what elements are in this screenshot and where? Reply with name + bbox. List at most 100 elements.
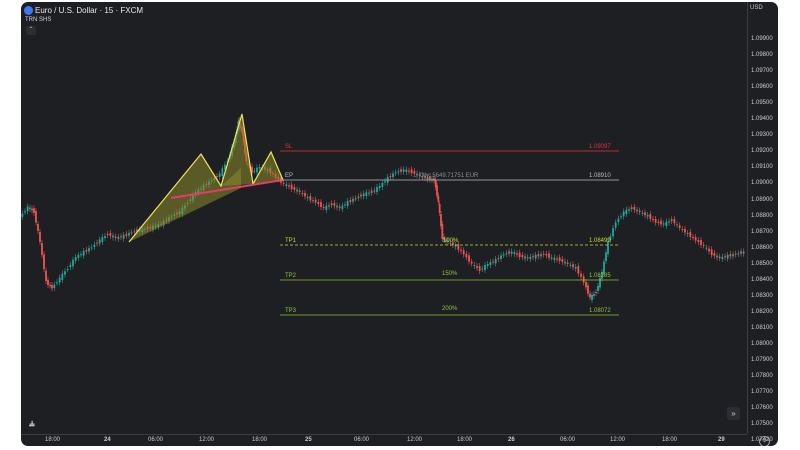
candle-body (740, 251, 742, 254)
symbol-title[interactable]: Euro / U.S. Dollar · 15 · FXCM (35, 6, 144, 15)
candle-body (328, 205, 330, 207)
candle-body (224, 164, 226, 170)
time-tick: 29 (718, 437, 725, 443)
price-tick: 1.09900 (751, 36, 773, 42)
candle-body (413, 171, 416, 174)
candle-body (384, 181, 386, 183)
candle-body (532, 256, 534, 258)
candle-body (599, 277, 601, 288)
indicator-label[interactable]: TRN SHS (25, 17, 52, 23)
tp3-pct: 200% (442, 306, 458, 312)
time-tick: 12:00 (610, 437, 626, 443)
candle-body (732, 254, 734, 257)
candle-body (122, 235, 125, 239)
candle-body (508, 251, 510, 254)
time-tick: 25 (305, 437, 312, 443)
candle-body (410, 169, 413, 173)
candle-body (700, 240, 702, 245)
candle-body (373, 190, 376, 192)
candle-body (670, 219, 673, 221)
candles-layer (21, 117, 745, 303)
candle-body (125, 234, 128, 236)
time-tick: 24 (104, 437, 111, 443)
candle-body (564, 261, 566, 264)
tp2-label: TP2 (285, 273, 297, 279)
candle-body (58, 277, 61, 283)
sl-label: SL (285, 144, 293, 150)
candle-body (460, 249, 462, 251)
candle-body (408, 170, 410, 172)
chevron-up-icon[interactable]: ⌃ (26, 26, 36, 35)
candle-body (352, 198, 354, 202)
gear-icon[interactable]: ⚙ (759, 436, 770, 446)
candle-body (697, 240, 700, 242)
price-axis[interactable]: USD 1.09900 1.09800 1.09700 1.09600 1.09500 1… (747, 2, 778, 443)
candle-body (251, 166, 253, 173)
candle-body (77, 254, 80, 258)
candle-body (93, 244, 96, 247)
candle-body (569, 264, 572, 266)
candle-body (545, 254, 548, 256)
price-tick: 1.08800 (751, 212, 773, 219)
price-chart[interactable]: SL 1.09097 EP ... Qty: 5649.71751 EUR 1.… (21, 2, 747, 434)
candle-body (33, 208, 35, 213)
candle-body (452, 242, 454, 246)
time-tick: 06:00 (560, 437, 576, 443)
candle-body (440, 214, 442, 226)
candle-body (540, 254, 542, 257)
candle-body (429, 176, 431, 180)
chart-window[interactable]: SL 1.09097 EP ... Qty: 5649.71751 EUR 1.… (21, 2, 778, 446)
candle-body (400, 169, 402, 172)
candle-body (80, 254, 82, 256)
candle-body (112, 235, 114, 238)
price-tick: 1.08300 (751, 292, 773, 299)
sl-price: 1.09097 (589, 144, 611, 150)
candle-body (437, 195, 440, 202)
candle-body (66, 269, 69, 270)
tradingview-logo[interactable]: ⫨ (29, 418, 35, 429)
candle-body (692, 237, 694, 238)
candle-body (285, 184, 288, 186)
price-tick: 1.07500 (751, 421, 773, 428)
candle-body (51, 285, 53, 289)
ep-label: EP (285, 173, 293, 179)
candle-body (534, 255, 537, 259)
candle-body (117, 236, 120, 239)
tp3-label: TP3 (285, 308, 297, 314)
candle-body (681, 229, 684, 230)
chart-plot-area[interactable]: SL 1.09097 EP ... Qty: 5649.71751 EUR 1.… (21, 2, 747, 434)
price-tick: 1.09600 (751, 84, 773, 91)
candle-body (357, 196, 360, 198)
candle-body (550, 257, 553, 259)
candle-body (37, 224, 39, 231)
currency-label[interactable]: USD (750, 5, 763, 11)
candle-body (486, 264, 489, 266)
double-chevron-right-icon[interactable]: » (727, 407, 740, 420)
candle-body (577, 266, 580, 274)
candle-body (306, 197, 309, 198)
time-axis[interactable]: 18:00 24 06:00 12:00 18:00 25 06:00 12:00 18:00 2… (21, 434, 747, 446)
candle-body (282, 182, 285, 184)
candle-body (88, 248, 90, 252)
candle-body (734, 253, 737, 255)
candle-body (601, 272, 603, 279)
price-tick: 1.07900 (751, 357, 773, 363)
candle-body (668, 221, 670, 223)
candle-body (641, 212, 644, 214)
price-tick: 1.08400 (751, 276, 773, 283)
candle-body (98, 239, 101, 244)
tp2-pct: 150% (442, 271, 458, 277)
price-tick: 1.09500 (751, 100, 773, 107)
candle-body (288, 185, 290, 187)
candle-body (622, 211, 625, 217)
candle-body (502, 254, 505, 256)
euro-usd-flag-icon (24, 6, 33, 15)
candle-body (612, 228, 614, 237)
price-tick: 1.07800 (751, 373, 773, 380)
candle-body (591, 295, 593, 300)
candle-body (349, 200, 352, 202)
candle-body (729, 254, 732, 257)
candle-body (82, 251, 85, 256)
candle-body (312, 200, 314, 202)
candle-body (580, 273, 582, 277)
